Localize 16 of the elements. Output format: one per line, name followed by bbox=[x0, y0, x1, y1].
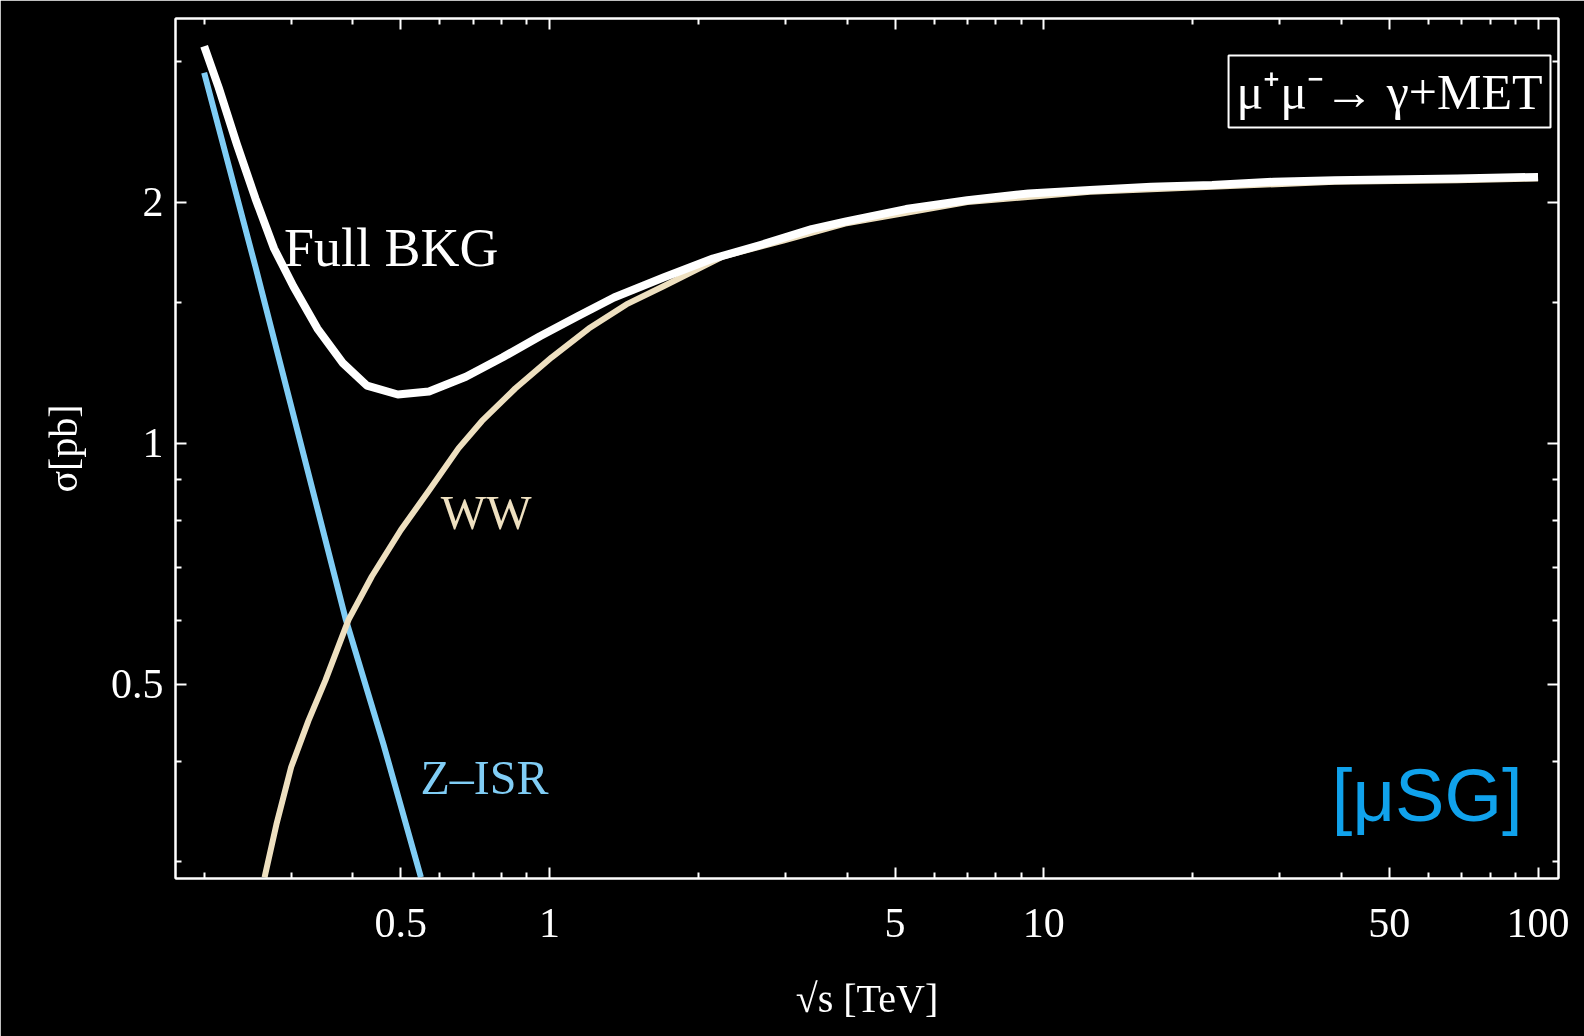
y-tick-label: 2 bbox=[142, 179, 164, 226]
x-tick-label: 50 bbox=[1368, 899, 1411, 946]
x-tick-label: 1 bbox=[539, 899, 561, 946]
x-tick-label: 0.5 bbox=[374, 899, 428, 946]
annotation: [μSG] bbox=[1331, 754, 1523, 837]
x-tick-label: 5 bbox=[884, 899, 906, 946]
y-tick-label: 1 bbox=[142, 420, 164, 467]
x-tick-label: 10 bbox=[1022, 899, 1065, 946]
x-tick-label: 100 bbox=[1506, 899, 1570, 946]
series-label: Z–ISR bbox=[420, 750, 549, 804]
x-axis-title: √s [TeV] bbox=[795, 975, 939, 1021]
y-tick-label: 0.5 bbox=[111, 661, 164, 708]
series-label: WW bbox=[440, 486, 533, 540]
series-label: Full BKG bbox=[284, 218, 499, 279]
annotation: μ⁺μ⁻→ γ+MET bbox=[1236, 63, 1543, 120]
y-axis-title: σ[pb] bbox=[41, 404, 86, 493]
